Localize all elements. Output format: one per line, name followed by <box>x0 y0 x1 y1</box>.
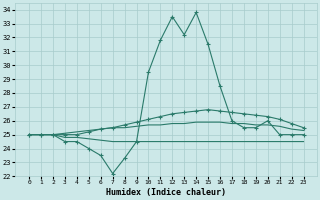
X-axis label: Humidex (Indice chaleur): Humidex (Indice chaleur) <box>106 188 226 197</box>
